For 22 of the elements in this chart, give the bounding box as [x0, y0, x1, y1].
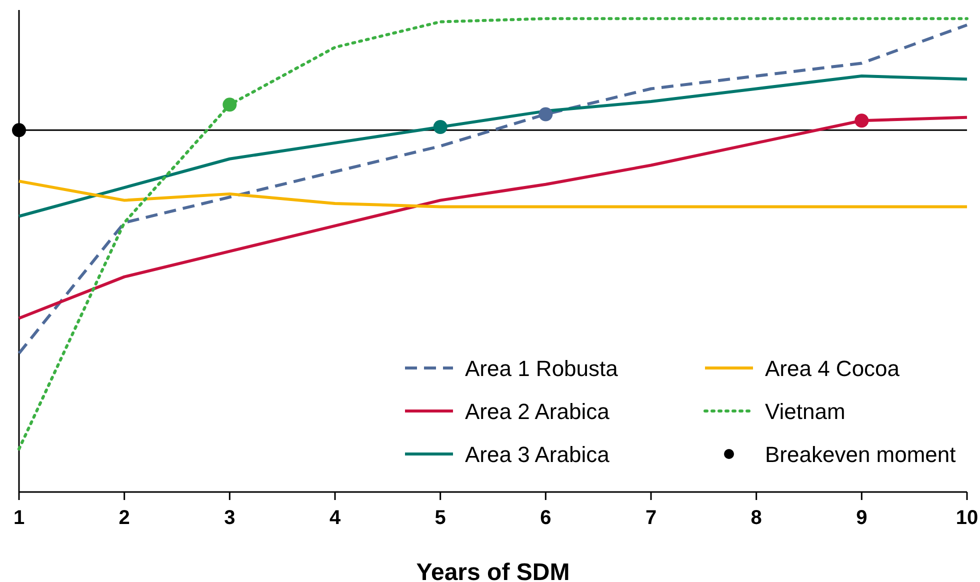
- point: [433, 120, 448, 134]
- point: [222, 98, 237, 112]
- x-tick-label: 6: [540, 507, 552, 529]
- x-tick-label: 8: [750, 507, 762, 529]
- x-axis-title: Years of SDM: [416, 559, 570, 582]
- legend-label: Area 1 Robusta: [465, 356, 619, 381]
- point: [12, 123, 26, 138]
- point: [538, 107, 553, 122]
- legend-label: Breakeven moment: [765, 442, 956, 467]
- x-tick-label: 3: [224, 507, 236, 529]
- x-tick-label: 1: [13, 507, 25, 529]
- x-tick-label: 7: [645, 507, 657, 529]
- x-tick-label: 10: [956, 507, 978, 529]
- x-tick-label: 5: [434, 507, 446, 529]
- x-tick-label: 9: [856, 507, 868, 529]
- legend-label: Vietnam: [765, 399, 846, 424]
- legend-label: Area 4 Cocoa: [765, 356, 900, 381]
- x-tick-label: 4: [329, 507, 342, 529]
- legend-label: Area 3 Arabica: [465, 442, 610, 467]
- point: [854, 114, 869, 128]
- x-tick-label: 2: [118, 507, 130, 529]
- legend-label: Area 2 Arabica: [465, 399, 610, 424]
